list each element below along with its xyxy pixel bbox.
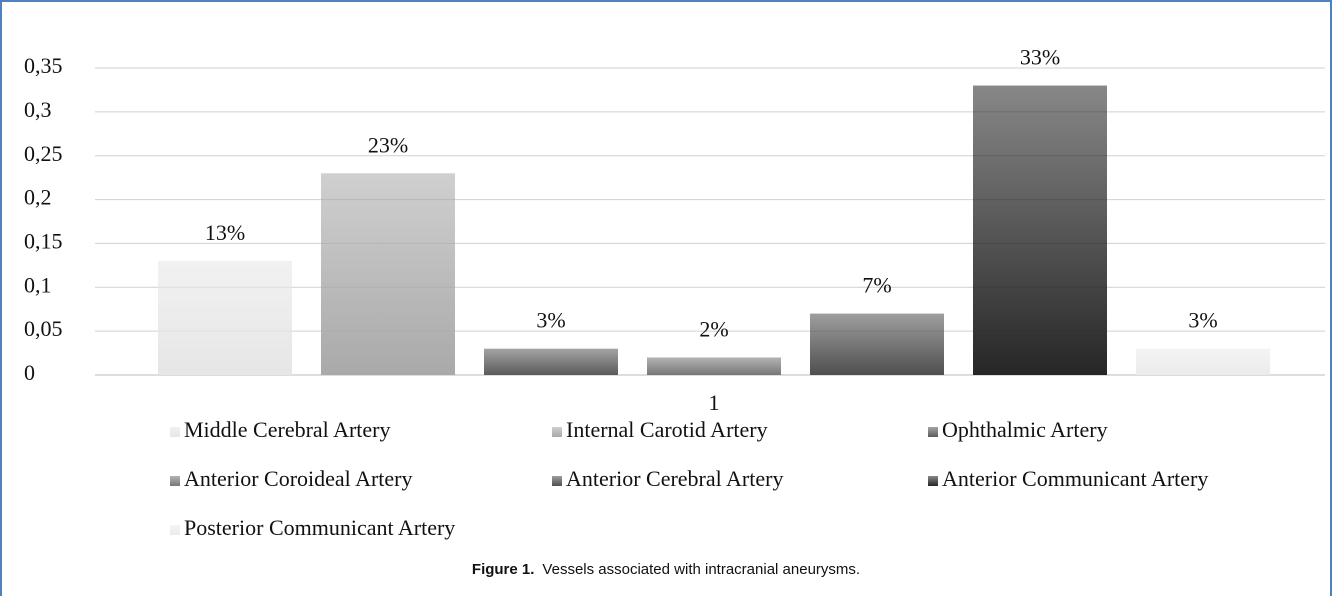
caption: Figure 1. Vessels associated with intracr… (472, 561, 860, 578)
legend-swatch (552, 427, 562, 437)
value-label: 23% (368, 132, 408, 157)
legend-swatch (928, 427, 938, 437)
bar (158, 260, 292, 375)
caption-label: Figure 1. (472, 561, 535, 578)
y-tick-label: 0,1 (24, 272, 52, 297)
bar (484, 348, 618, 375)
y-tick-label: 0,35 (24, 53, 63, 78)
bar (647, 357, 781, 375)
y-tick-label: 0,15 (24, 228, 63, 253)
legend-label: Anterior Cerebral Artery (566, 466, 783, 491)
legend-swatch (928, 476, 938, 486)
legend-label: Anterior Coroideal Artery (184, 466, 413, 491)
y-tick-label: 0,05 (24, 316, 63, 341)
legend-swatch (170, 525, 180, 535)
legend-label: Middle Cerebral Artery (184, 417, 391, 442)
legend-swatch (170, 427, 180, 437)
legend-swatch (170, 476, 180, 486)
bar (1136, 348, 1270, 375)
value-label: 7% (862, 273, 891, 298)
y-tick-label: 0 (24, 360, 35, 385)
bar (810, 313, 944, 375)
value-label: 3% (1188, 308, 1217, 333)
y-tick-label: 0,25 (24, 141, 63, 166)
y-tick-label: 0,2 (24, 185, 52, 210)
x-tick-label: 1 (709, 390, 720, 415)
caption-text: Vessels associated with intracranial ane… (542, 561, 860, 578)
legend-label: Posterior Communicant Artery (184, 515, 455, 540)
value-label: 33% (1020, 45, 1060, 70)
legend-swatch (552, 476, 562, 486)
legend-label: Anterior Communicant Artery (942, 466, 1208, 491)
legend-label: Internal Carotid Artery (566, 417, 768, 442)
y-tick-label: 0,3 (24, 97, 52, 122)
value-label: 2% (699, 317, 728, 342)
bar (973, 85, 1107, 376)
bar (321, 173, 455, 375)
legend-label: Ophthalmic Artery (942, 417, 1108, 442)
value-label: 3% (536, 308, 565, 333)
value-label: 13% (205, 220, 245, 245)
